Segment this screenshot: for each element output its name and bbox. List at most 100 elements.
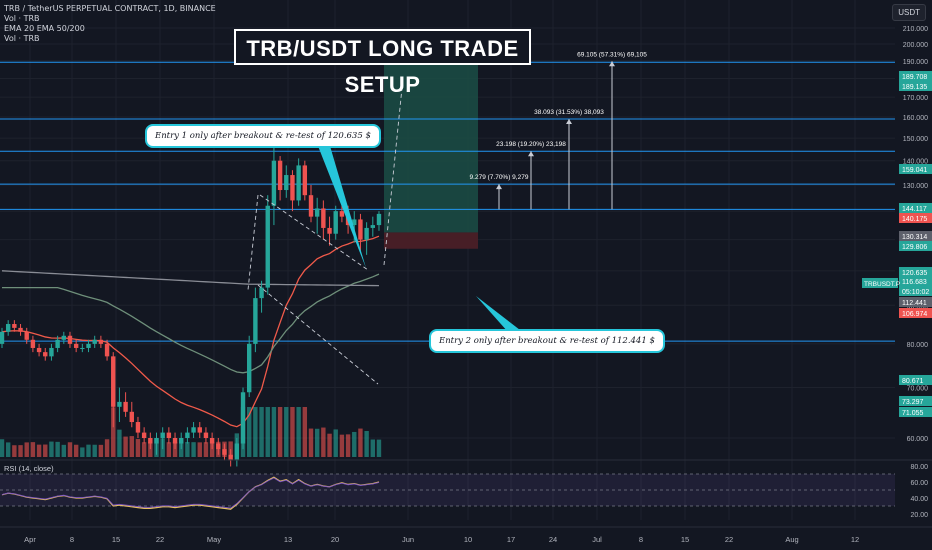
price-tick-label: 70.000 bbox=[907, 386, 929, 393]
volume-bar bbox=[86, 444, 91, 457]
price-label-text: 106.974 bbox=[902, 311, 927, 318]
volume-bar bbox=[55, 441, 60, 457]
candle-body bbox=[222, 449, 227, 455]
volume-bar bbox=[191, 442, 196, 457]
volume-bar bbox=[259, 407, 264, 457]
time-tick-label: 13 bbox=[284, 535, 292, 544]
candle-body bbox=[55, 339, 60, 348]
entry2-pointer bbox=[476, 296, 520, 332]
candle-body bbox=[296, 165, 301, 201]
volume-legend-line-2[interactable]: Vol · TRB bbox=[4, 34, 40, 43]
volume-bar bbox=[129, 436, 134, 457]
candle-body bbox=[154, 438, 159, 444]
candle-body bbox=[185, 432, 190, 438]
volume-bar bbox=[172, 442, 178, 457]
candle-body bbox=[172, 438, 178, 444]
volume-bar bbox=[92, 444, 97, 457]
time-tick-label: 8 bbox=[70, 535, 74, 544]
entry1-callout: Entry 1 only after breakout & re-test of… bbox=[145, 124, 381, 148]
candle-body bbox=[30, 339, 36, 348]
volume-bar bbox=[203, 442, 209, 457]
price-tick-label: 80.000 bbox=[907, 342, 929, 349]
price-label-tag bbox=[899, 81, 932, 91]
candle-body bbox=[290, 175, 295, 201]
entry2-callout: Entry 2 only after breakout & re-test of… bbox=[429, 329, 665, 353]
candle-body bbox=[135, 422, 141, 433]
time-tick-label: Jul bbox=[592, 535, 602, 544]
volume-bar bbox=[73, 444, 79, 457]
chart-legend: TRB / TetherUS PERPETUAL CONTRACT, 1D, B… bbox=[4, 4, 216, 44]
volume-bar bbox=[284, 407, 289, 457]
volume-bar bbox=[49, 441, 54, 457]
volume-bar bbox=[185, 442, 190, 457]
price-label-text: 189.135 bbox=[902, 84, 927, 91]
volume-legend-line[interactable]: Vol · TRB bbox=[4, 14, 40, 23]
volume-bar bbox=[135, 439, 141, 457]
price-label-text: 130.314 bbox=[902, 234, 927, 241]
rsi-signal-line bbox=[1, 477, 380, 509]
candle-body bbox=[308, 195, 314, 217]
chart-title: TRB/USDT LONG TRADE SETUP bbox=[234, 29, 531, 97]
volume-bar bbox=[265, 407, 270, 457]
target-label-1: 9.279 (7.70%) 9,279 bbox=[470, 174, 529, 181]
price-label-text: 144.117 bbox=[902, 206, 927, 213]
candle-body bbox=[166, 432, 172, 438]
candle-body bbox=[61, 335, 66, 340]
time-tick-label: 20 bbox=[331, 535, 339, 544]
currency-button[interactable]: USDT bbox=[892, 4, 926, 21]
candle-body bbox=[302, 165, 308, 196]
volume-bar bbox=[18, 445, 23, 457]
rsi-tick-label: 40.00 bbox=[910, 496, 928, 503]
symbol-legend-line[interactable]: TRB / TetherUS PERPETUAL CONTRACT, 1D, B… bbox=[4, 4, 216, 13]
candle-body bbox=[358, 219, 363, 240]
volume-bar bbox=[209, 442, 215, 457]
candle-body bbox=[12, 324, 17, 328]
candle-body bbox=[86, 343, 91, 348]
ema200-line bbox=[1, 270, 379, 287]
price-label-tag bbox=[899, 308, 932, 318]
price-label-text: 80.671 bbox=[902, 378, 924, 385]
ema-legend-line[interactable]: EMA 20 EMA 50/200 bbox=[4, 24, 85, 33]
candle-body bbox=[129, 411, 134, 423]
volume-bar bbox=[277, 407, 283, 457]
target-arrowhead-1 bbox=[496, 184, 502, 190]
volume-bar bbox=[67, 442, 73, 457]
volume-bar bbox=[308, 428, 314, 457]
candle-body bbox=[277, 160, 283, 191]
volume-bar bbox=[148, 442, 153, 457]
candle-body bbox=[259, 287, 264, 299]
ema50-line bbox=[2, 273, 380, 374]
volume-bar bbox=[179, 441, 184, 457]
price-label-tag bbox=[899, 375, 932, 385]
time-tick-label: 8 bbox=[639, 535, 643, 544]
volume-bar bbox=[290, 407, 295, 457]
price-label-tag bbox=[899, 213, 932, 223]
candle-body bbox=[80, 347, 85, 349]
ema20-line bbox=[1, 235, 380, 428]
price-label-text: 71.055 bbox=[902, 410, 924, 417]
rsi-tick-label: 20.00 bbox=[910, 512, 928, 519]
candle-body bbox=[123, 401, 128, 412]
volume-bar bbox=[123, 436, 128, 457]
price-label-tag bbox=[899, 71, 932, 81]
price-label-text: 189.708 bbox=[902, 74, 927, 81]
volume-bar bbox=[197, 442, 202, 457]
price-label-tag bbox=[899, 203, 932, 213]
time-tick-label: 22 bbox=[725, 535, 733, 544]
volume-bar bbox=[117, 429, 122, 457]
rsi-tick-label: 80.00 bbox=[910, 464, 928, 471]
candle-body bbox=[92, 339, 97, 344]
volume-bar bbox=[30, 442, 36, 457]
candle-body bbox=[284, 175, 289, 191]
volume-bar bbox=[80, 447, 85, 457]
time-tick-label: 17 bbox=[507, 535, 515, 544]
candle-body bbox=[43, 352, 48, 357]
candle-body bbox=[141, 432, 147, 438]
time-tick-label: 15 bbox=[681, 535, 689, 544]
candle-body bbox=[327, 227, 332, 234]
candle-body bbox=[203, 432, 209, 438]
price-label-tag bbox=[899, 396, 932, 406]
price-tick-label: 150.000 bbox=[903, 136, 928, 143]
